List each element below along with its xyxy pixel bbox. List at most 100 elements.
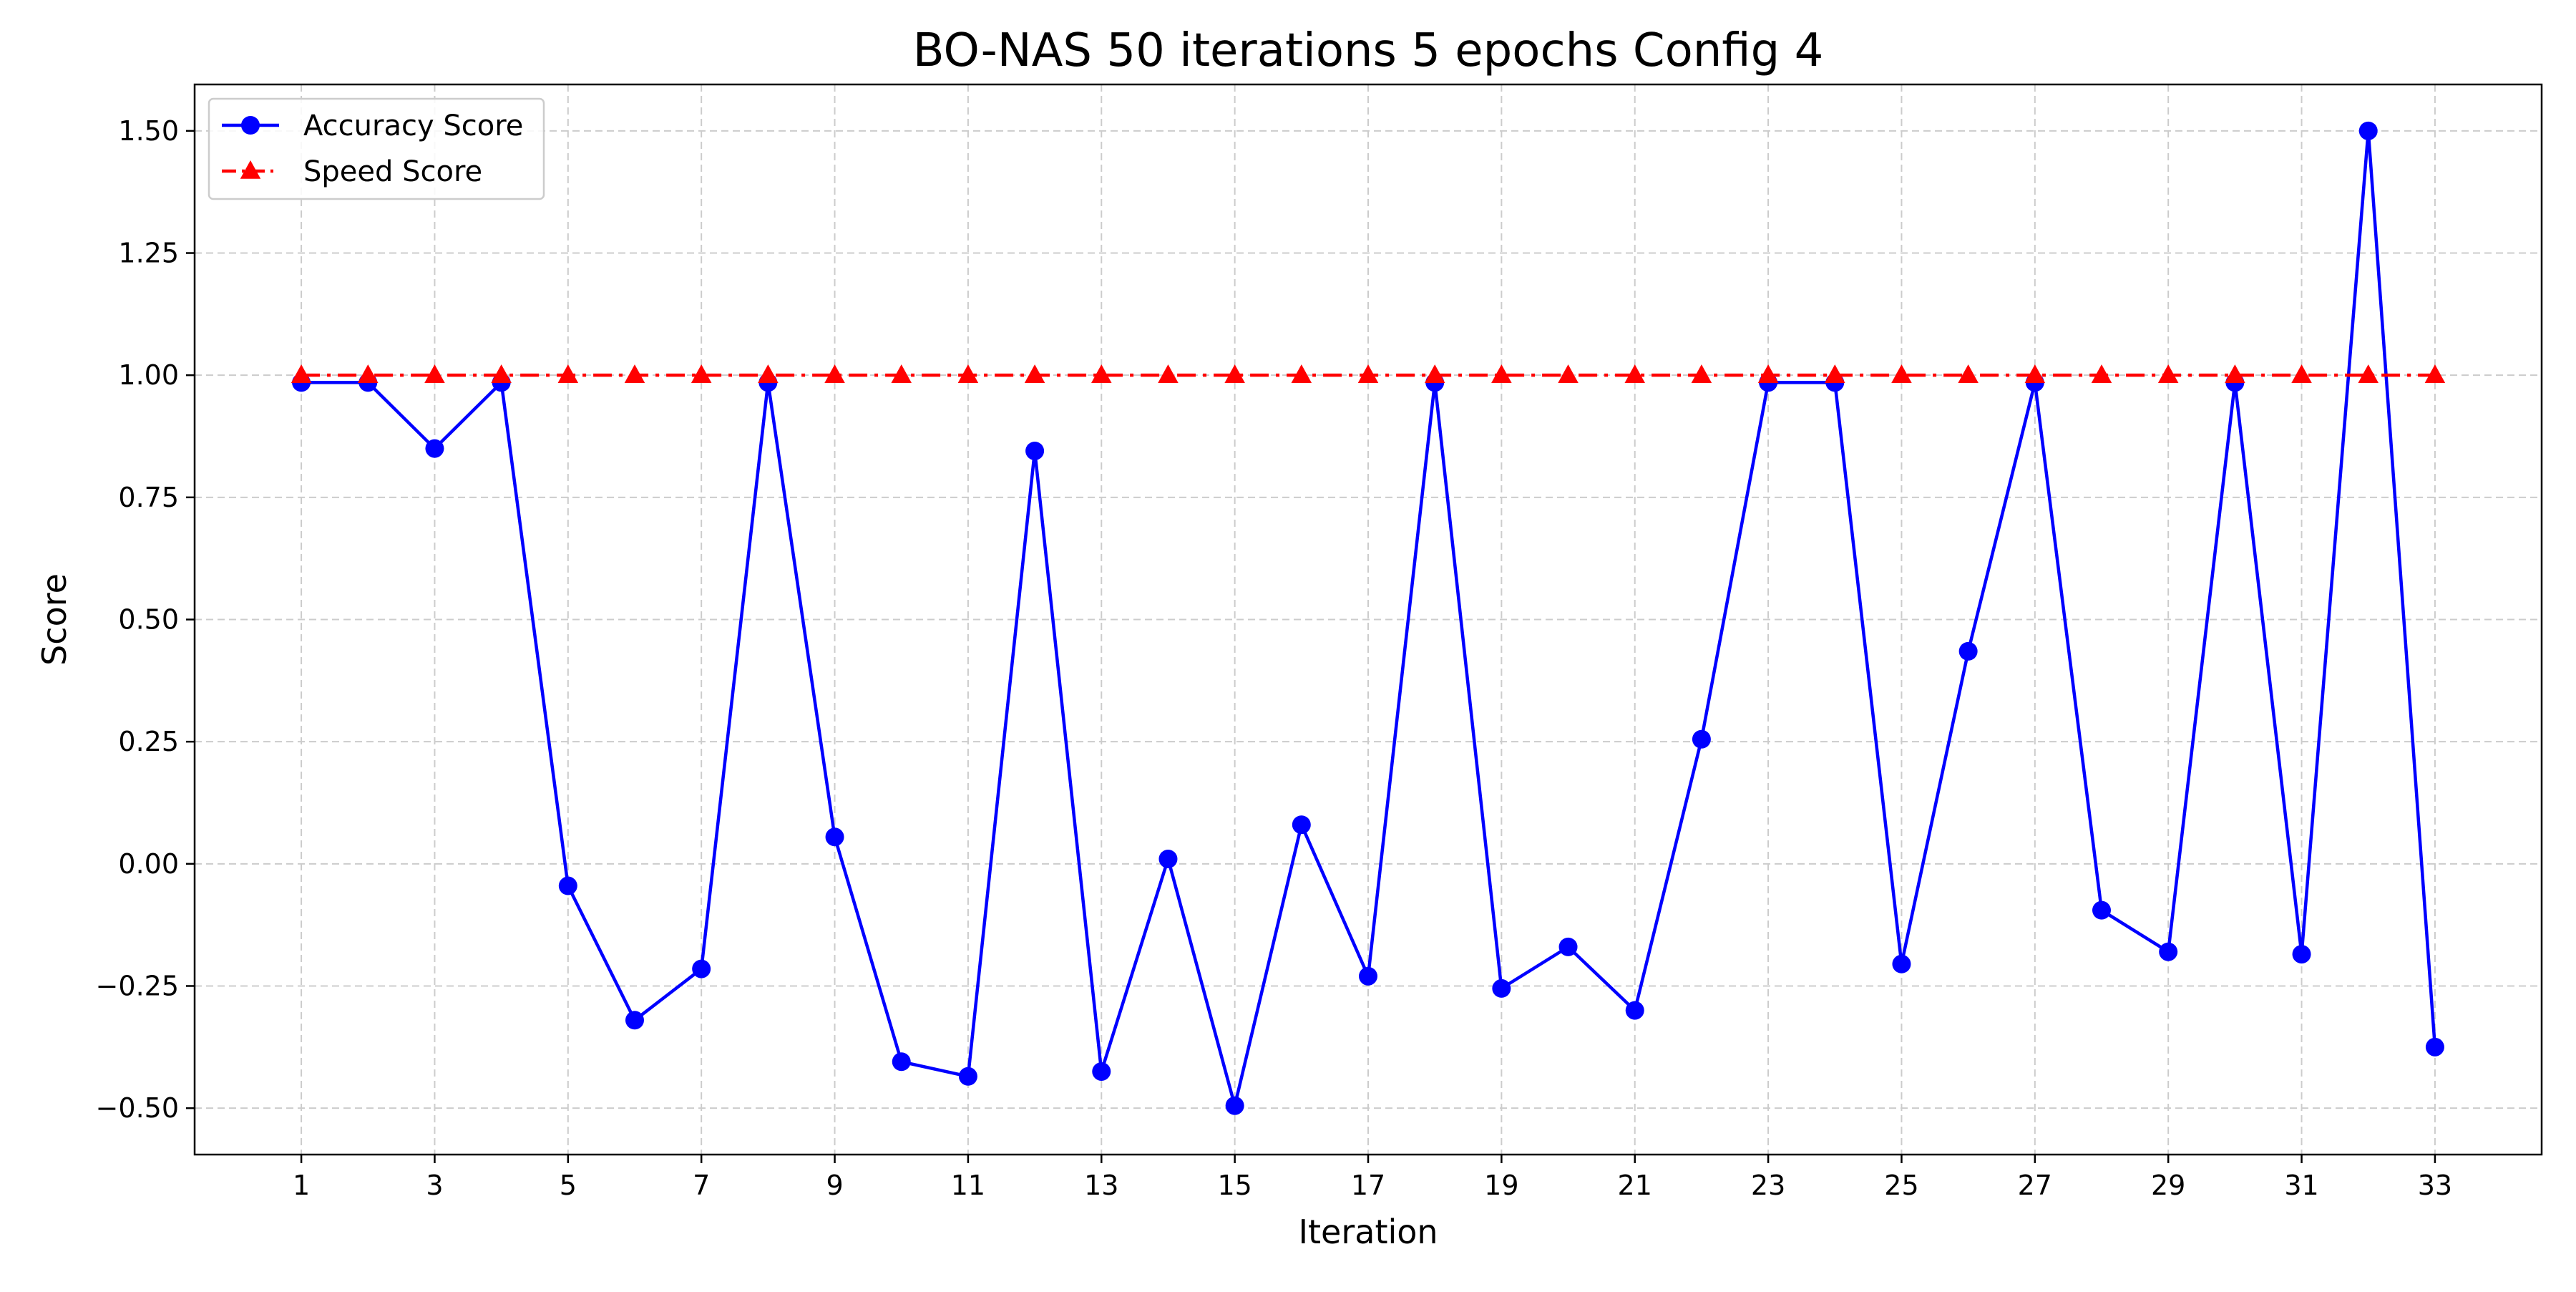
y-tick-label: −0.25 xyxy=(96,970,179,1001)
data-point xyxy=(758,364,779,383)
y-tick-label: 1.25 xyxy=(118,238,179,269)
data-point xyxy=(957,364,979,383)
data-point xyxy=(1625,1001,1644,1020)
data-point xyxy=(825,827,844,847)
data-point xyxy=(1158,364,1179,383)
x-tick-label: 25 xyxy=(1884,1170,1918,1201)
y-tick-label: −0.50 xyxy=(96,1092,179,1124)
data-point xyxy=(424,364,445,383)
data-point xyxy=(1158,849,1178,868)
y-tick-label: 0.75 xyxy=(118,482,179,513)
data-point xyxy=(1224,364,1245,383)
data-point xyxy=(1225,1096,1244,1115)
x-tick-label: 1 xyxy=(293,1170,310,1201)
data-point xyxy=(2157,364,2179,383)
x-tick-label: 31 xyxy=(2284,1170,2318,1201)
data-point xyxy=(692,959,711,978)
plot-frame xyxy=(193,83,2543,1156)
data-point xyxy=(1357,364,1379,383)
data-point xyxy=(2024,364,2046,383)
x-tick-label: 29 xyxy=(2151,1170,2185,1201)
data-point xyxy=(824,364,845,383)
data-point xyxy=(1825,364,1845,383)
data-point xyxy=(1958,364,1979,383)
data-point xyxy=(958,1067,977,1086)
x-tick-label: 17 xyxy=(1351,1170,1385,1201)
data-point xyxy=(558,876,577,895)
y-tick-label: 1.50 xyxy=(118,115,179,147)
data-point xyxy=(1024,364,1045,383)
x-tick-label: 7 xyxy=(693,1170,710,1201)
y-tick-label: 0.25 xyxy=(118,726,179,757)
data-point xyxy=(1891,364,1912,383)
data-point xyxy=(691,364,712,383)
legend: Accuracy Score Speed Score xyxy=(208,97,545,200)
data-point xyxy=(1757,364,1779,383)
data-point xyxy=(2425,1037,2444,1057)
x-tick-label: 15 xyxy=(1217,1170,1252,1201)
x-axis-title: Iteration xyxy=(1298,1213,1438,1251)
chart-title: BO-NAS 50 iterations 5 epochs Config 4 xyxy=(913,24,1824,77)
data-point xyxy=(1092,1062,1111,1081)
x-tick-label: 13 xyxy=(1084,1170,1118,1201)
data-point xyxy=(1025,441,1045,460)
legend-marker xyxy=(241,116,260,135)
data-point xyxy=(1291,364,1312,383)
data-point xyxy=(358,364,379,383)
data-point xyxy=(1492,978,1511,998)
axis-ticks: 1 3 5 7 9 11 13 15 17 19 21 23 25 27 29 31 33−0.50−0.250… xyxy=(96,115,2453,1201)
data-point xyxy=(1292,815,1311,835)
legend-box xyxy=(208,97,545,200)
data-point xyxy=(892,1052,911,1072)
data-point xyxy=(1624,364,1645,383)
x-tick-label: 11 xyxy=(951,1170,985,1201)
data-point xyxy=(2291,364,2312,383)
data-point xyxy=(2092,900,2111,920)
data-point xyxy=(2225,364,2245,383)
y-tick-label: 0.50 xyxy=(118,604,179,636)
y-tick-label: 0.00 xyxy=(118,848,179,880)
x-tick-label: 5 xyxy=(560,1170,577,1201)
data-point xyxy=(1424,364,1445,383)
data-point xyxy=(291,364,312,383)
data-point xyxy=(2091,364,2112,383)
legend-item: Accuracy Score xyxy=(222,110,523,142)
legend-label: Speed Score xyxy=(303,155,482,188)
legend-marker xyxy=(240,160,261,179)
data-point xyxy=(625,1011,644,1030)
data-point xyxy=(557,364,579,383)
x-tick-label: 33 xyxy=(2418,1170,2452,1201)
data-point xyxy=(1558,364,1579,383)
x-tick-label: 23 xyxy=(1751,1170,1785,1201)
data-point xyxy=(2358,364,2379,383)
data-point xyxy=(1491,364,1512,383)
data-point xyxy=(1958,641,1978,661)
y-axis-title: Score xyxy=(35,573,74,666)
x-tick-label: 3 xyxy=(426,1170,443,1201)
x-tick-label: 27 xyxy=(2018,1170,2052,1201)
data-point xyxy=(2424,364,2446,383)
data-point xyxy=(2358,121,2378,140)
series-speed-score xyxy=(291,364,2446,383)
legend-label: Accuracy Score xyxy=(303,110,523,142)
data-point xyxy=(1558,937,1578,956)
data-point xyxy=(1692,729,1711,749)
data-point xyxy=(425,439,444,458)
grid-lines xyxy=(195,84,2542,1155)
x-tick-label: 9 xyxy=(826,1170,843,1201)
y-tick-label: 1.00 xyxy=(118,359,179,391)
data-point xyxy=(1359,966,1377,986)
data-point xyxy=(624,364,645,383)
data-point xyxy=(491,364,512,383)
data-point xyxy=(2159,942,2178,961)
data-point xyxy=(1892,954,1911,973)
x-tick-label: 19 xyxy=(1484,1170,1518,1201)
x-tick-label: 21 xyxy=(1618,1170,1652,1201)
series-group xyxy=(291,121,2446,1115)
data-point xyxy=(2292,945,2311,964)
data-point xyxy=(1091,364,1112,383)
data-point xyxy=(891,364,912,383)
data-point xyxy=(1691,364,1712,383)
